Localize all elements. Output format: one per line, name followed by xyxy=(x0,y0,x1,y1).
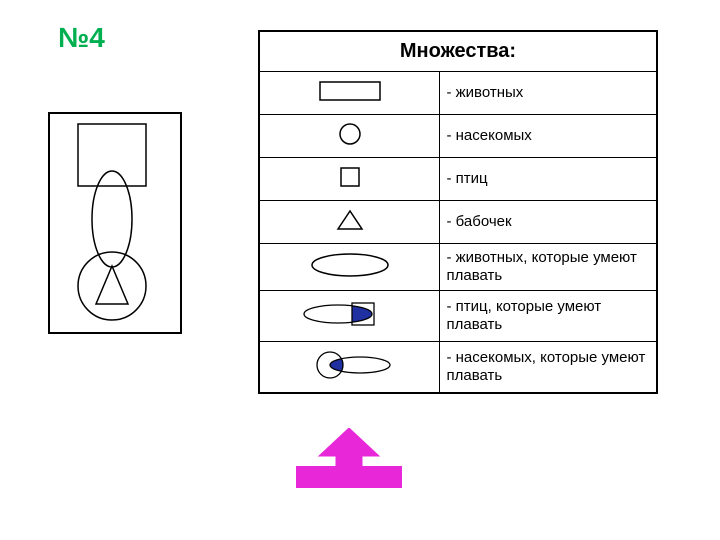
venn-diagram-panel xyxy=(48,112,182,334)
desc-cell: - животных xyxy=(440,72,657,115)
shape-large-circle xyxy=(78,252,146,320)
sets-legend-table: Множества: - животных - насекомых - птиц xyxy=(258,30,658,394)
desc-cell: - насекомых, которые умеют плавать xyxy=(440,342,657,394)
venn-diagram-svg xyxy=(50,114,180,332)
table-row: - животных, которые умеют плавать xyxy=(259,244,657,291)
table-row: - птиц xyxy=(259,158,657,201)
shape-cell-triangle xyxy=(259,201,440,244)
table-row: - насекомых, которые умеют плавать xyxy=(259,342,657,394)
exercise-number: №4 xyxy=(58,22,105,54)
shape-cell-circle-ellipse xyxy=(259,342,440,394)
shape-large-square xyxy=(78,124,146,186)
desc-cell: - насекомых xyxy=(440,115,657,158)
table-row: - насекомых xyxy=(259,115,657,158)
square-icon xyxy=(310,164,390,190)
shape-cell-rect-wide xyxy=(259,72,440,115)
desc-cell: - животных, которые умеют плавать xyxy=(440,244,657,291)
return-button[interactable]: вернуться xyxy=(284,428,414,497)
return-label: вернуться xyxy=(284,468,414,485)
triangle-icon xyxy=(310,207,390,233)
ellipse-icon xyxy=(300,250,400,280)
table-header-row: Множества: xyxy=(259,31,657,72)
shape-cell-ellipse-square xyxy=(259,291,440,342)
shape-cell-ellipse xyxy=(259,244,440,291)
shape-cell-square xyxy=(259,158,440,201)
circle-ellipse-intersection-icon xyxy=(290,347,410,383)
circle-icon xyxy=(310,121,390,147)
table-row: - бабочек xyxy=(259,201,657,244)
desc-cell: - птиц, которые умеют плавать xyxy=(440,291,657,342)
desc-cell: - птиц xyxy=(440,158,657,201)
table-row: - птиц, которые умеют плавать xyxy=(259,291,657,342)
table-row: - животных xyxy=(259,72,657,115)
ellipse-square-intersection-icon xyxy=(290,296,410,332)
rect-wide-icon xyxy=(310,78,390,104)
shape-cell-circle xyxy=(259,115,440,158)
shape-triangle xyxy=(96,266,128,304)
desc-cell: - бабочек xyxy=(440,201,657,244)
table-header: Множества: xyxy=(259,31,657,72)
